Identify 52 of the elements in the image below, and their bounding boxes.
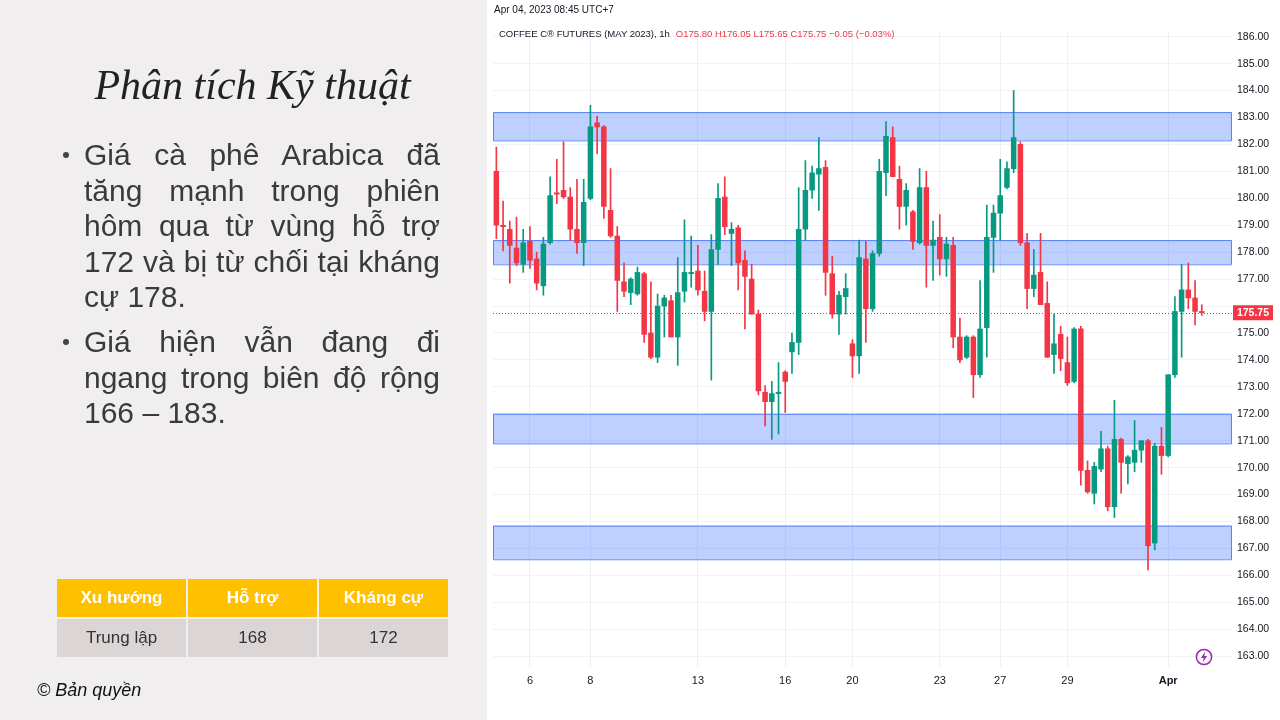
- y-tick-label: 172.00: [1237, 406, 1270, 419]
- text: Phân tích Kỹ thuật: [93, 61, 413, 110]
- text: 172: [319, 619, 448, 657]
- x-tick-label: 29: [1061, 673, 1074, 686]
- x-tick-label: 6: [526, 673, 534, 686]
- text: Trung lập: [57, 619, 186, 657]
- y-tick-label: 164.00: [1237, 622, 1270, 635]
- y-tick-label: 174.00: [1237, 352, 1270, 365]
- annotation: O175.80 H176.05 L175.65 C175.75 −0.05 (−0.03%): [675, 28, 895, 39]
- ref-line-label: 175.75: [1236, 306, 1270, 319]
- y-tick-label: 179.00: [1237, 218, 1270, 231]
- text: © Bản quyền: [37, 680, 142, 701]
- y-tick-label: 171.00: [1237, 433, 1270, 446]
- text: Apr 04, 2023 08:45 UTC+7: [494, 4, 614, 15]
- text: Kháng cự: [319, 579, 448, 617]
- candlestick: [594, 115, 600, 155]
- chart-subtitle: COFFEE C® FUTURES (MAY 2023), 1h: [499, 28, 670, 39]
- y-tick-label: 182.00: [1237, 137, 1270, 150]
- text: Giá hiện vẫn đang đi ngang trong biên độ rộng 166 – 183.: [84, 325, 440, 429]
- x-tick-label: 13: [691, 673, 705, 686]
- y-tick-label: 173.00: [1237, 379, 1270, 392]
- y-tick-label: 178.00: [1237, 245, 1270, 258]
- text: Giá cà phê Arabica đã tăng mạnh trong phiên hôm qua từ vùng hỗ trợ 172 và bị từ chối tại kháng cự 178.: [84, 138, 440, 313]
- x-tick-label: 20: [846, 673, 859, 686]
- y-tick-label: 166.00: [1237, 568, 1270, 581]
- y-tick-label: 177.00: [1237, 272, 1270, 285]
- y-tick-label: 170.00: [1237, 460, 1270, 473]
- x-tick-label: 16: [779, 673, 792, 686]
- y-tick-label: 163.00: [1237, 649, 1270, 662]
- x-tick-label: Apr: [1158, 673, 1179, 686]
- y-tick-label: 185.00: [1237, 56, 1270, 69]
- y-tick-label: 175.00: [1237, 325, 1270, 338]
- y-tick-label: 167.00: [1237, 541, 1270, 554]
- text: 168: [188, 619, 317, 657]
- y-tick-label: 183.00: [1237, 110, 1270, 123]
- y-tick-label: 165.00: [1237, 595, 1270, 608]
- y-tick-label: 181.00: [1237, 164, 1270, 177]
- y-tick-label: 184.00: [1237, 83, 1270, 96]
- candlestick: [762, 385, 768, 427]
- text: Hỗ trợ: [188, 579, 317, 617]
- text: Xu hướng: [57, 579, 186, 617]
- y-tick-label: 180.00: [1237, 191, 1270, 204]
- y-tick-label: 169.00: [1237, 487, 1270, 500]
- x-tick-label: 27: [994, 673, 1007, 686]
- y-tick-label: 186.00: [1237, 29, 1270, 42]
- candlestick: [782, 370, 788, 413]
- candlestick: [997, 158, 1003, 241]
- y-tick-label: 168.00: [1237, 514, 1270, 527]
- candlestick: [930, 220, 936, 281]
- x-tick-label: 23: [933, 673, 946, 686]
- x-tick-label: 8: [587, 673, 594, 686]
- candlestick: [1051, 313, 1057, 374]
